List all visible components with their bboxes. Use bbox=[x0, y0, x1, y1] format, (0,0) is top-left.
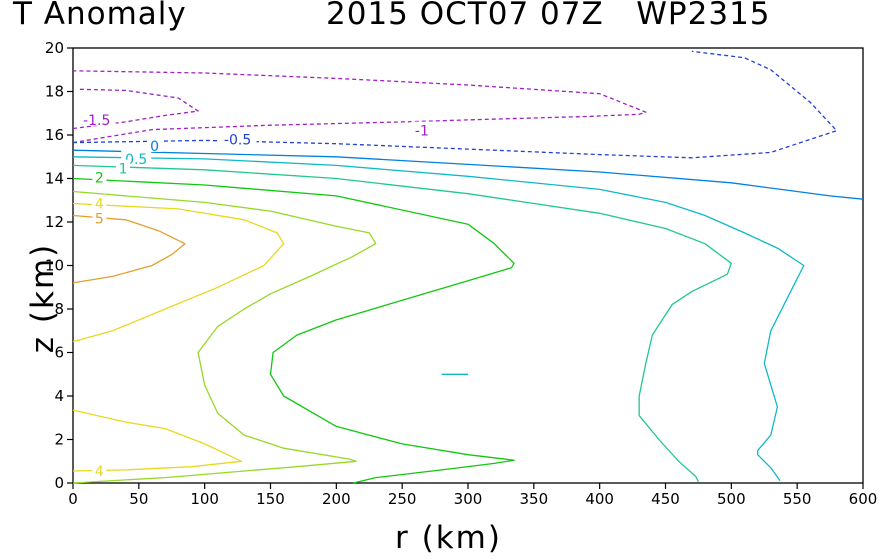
x-tick-label: 550 bbox=[783, 490, 812, 508]
y-tick-label: 6 bbox=[54, 344, 64, 362]
contour-4b bbox=[72, 409, 243, 472]
contour-0.5 bbox=[72, 156, 805, 482]
x-axis-label: r (km) bbox=[395, 520, 502, 556]
contour-label-0.5: 0.5 bbox=[125, 152, 147, 168]
y-tick-label: 10 bbox=[45, 257, 64, 275]
contour-label-bg bbox=[92, 194, 107, 210]
contour-label-2: 2 bbox=[95, 170, 104, 186]
y-tick-label: 0 bbox=[54, 474, 64, 492]
y-tick-label: 16 bbox=[45, 126, 64, 144]
contour-label-4b: 4 bbox=[95, 464, 104, 480]
contour-label--0.5: -0.5 bbox=[224, 132, 251, 148]
x-tick-label: 500 bbox=[717, 490, 746, 508]
y-tick-label: 4 bbox=[54, 387, 64, 405]
contour-2 bbox=[72, 177, 515, 484]
x-tick-label: 350 bbox=[520, 490, 549, 508]
contour-label-bg bbox=[92, 168, 107, 184]
plot-frame bbox=[72, 47, 864, 484]
contour-4 bbox=[72, 202, 285, 343]
y-tick-label: 2 bbox=[54, 431, 64, 449]
x-tick-label: 50 bbox=[129, 490, 148, 508]
contour-label-bg bbox=[218, 130, 257, 146]
contour-label-bg bbox=[116, 159, 131, 175]
x-tick-label: 450 bbox=[651, 490, 680, 508]
x-tick-label: 200 bbox=[322, 490, 351, 508]
contour-label-1: 1 bbox=[119, 162, 128, 178]
y-tick-label: 18 bbox=[45, 83, 64, 101]
contour-label-5: 5 bbox=[95, 212, 104, 228]
contour-3 bbox=[72, 190, 377, 484]
contour-label-bg bbox=[92, 462, 107, 478]
contour-lines bbox=[72, 50, 864, 484]
y-tick-label: 8 bbox=[54, 300, 64, 318]
plot-axes bbox=[67, 47, 864, 489]
y-tick-label: 14 bbox=[45, 170, 64, 188]
contour--1 bbox=[72, 70, 647, 144]
tick-labels: 0 50 100 150 200 250 300 350 400 450 500 550 6000246… bbox=[45, 39, 877, 508]
contour--1.5 bbox=[72, 88, 199, 130]
y-tick-label: 20 bbox=[45, 39, 64, 57]
contour--0.5 bbox=[72, 50, 838, 159]
y-axis-label: z (km) bbox=[25, 242, 62, 354]
contour-5 bbox=[72, 214, 186, 284]
contour-label-bg bbox=[410, 121, 433, 137]
header-left: T Anomaly bbox=[13, 0, 187, 32]
contour-0 bbox=[72, 149, 864, 200]
contour-label-0: 0 bbox=[150, 139, 159, 155]
x-tick-label: 150 bbox=[256, 490, 285, 508]
contour-label-bg bbox=[77, 110, 116, 126]
contour-label--1: -1 bbox=[415, 124, 429, 140]
x-tick-label: 600 bbox=[849, 490, 878, 508]
x-tick-label: 100 bbox=[190, 490, 219, 508]
x-tick-label: 400 bbox=[585, 490, 614, 508]
contour-label-bg bbox=[92, 209, 107, 225]
y-tick-label: 12 bbox=[45, 213, 64, 231]
contour-label-bg bbox=[147, 136, 162, 152]
x-tick-label: 300 bbox=[454, 490, 483, 508]
contour-1 bbox=[72, 164, 732, 483]
header-right: 2015 OCT07 07Z WP2315 bbox=[326, 0, 771, 32]
x-tick-label: 250 bbox=[388, 490, 417, 508]
x-tick-label: 0 bbox=[68, 490, 78, 508]
contour-label--1.5: -1.5 bbox=[83, 113, 110, 129]
contour-label-4: 4 bbox=[95, 197, 104, 213]
